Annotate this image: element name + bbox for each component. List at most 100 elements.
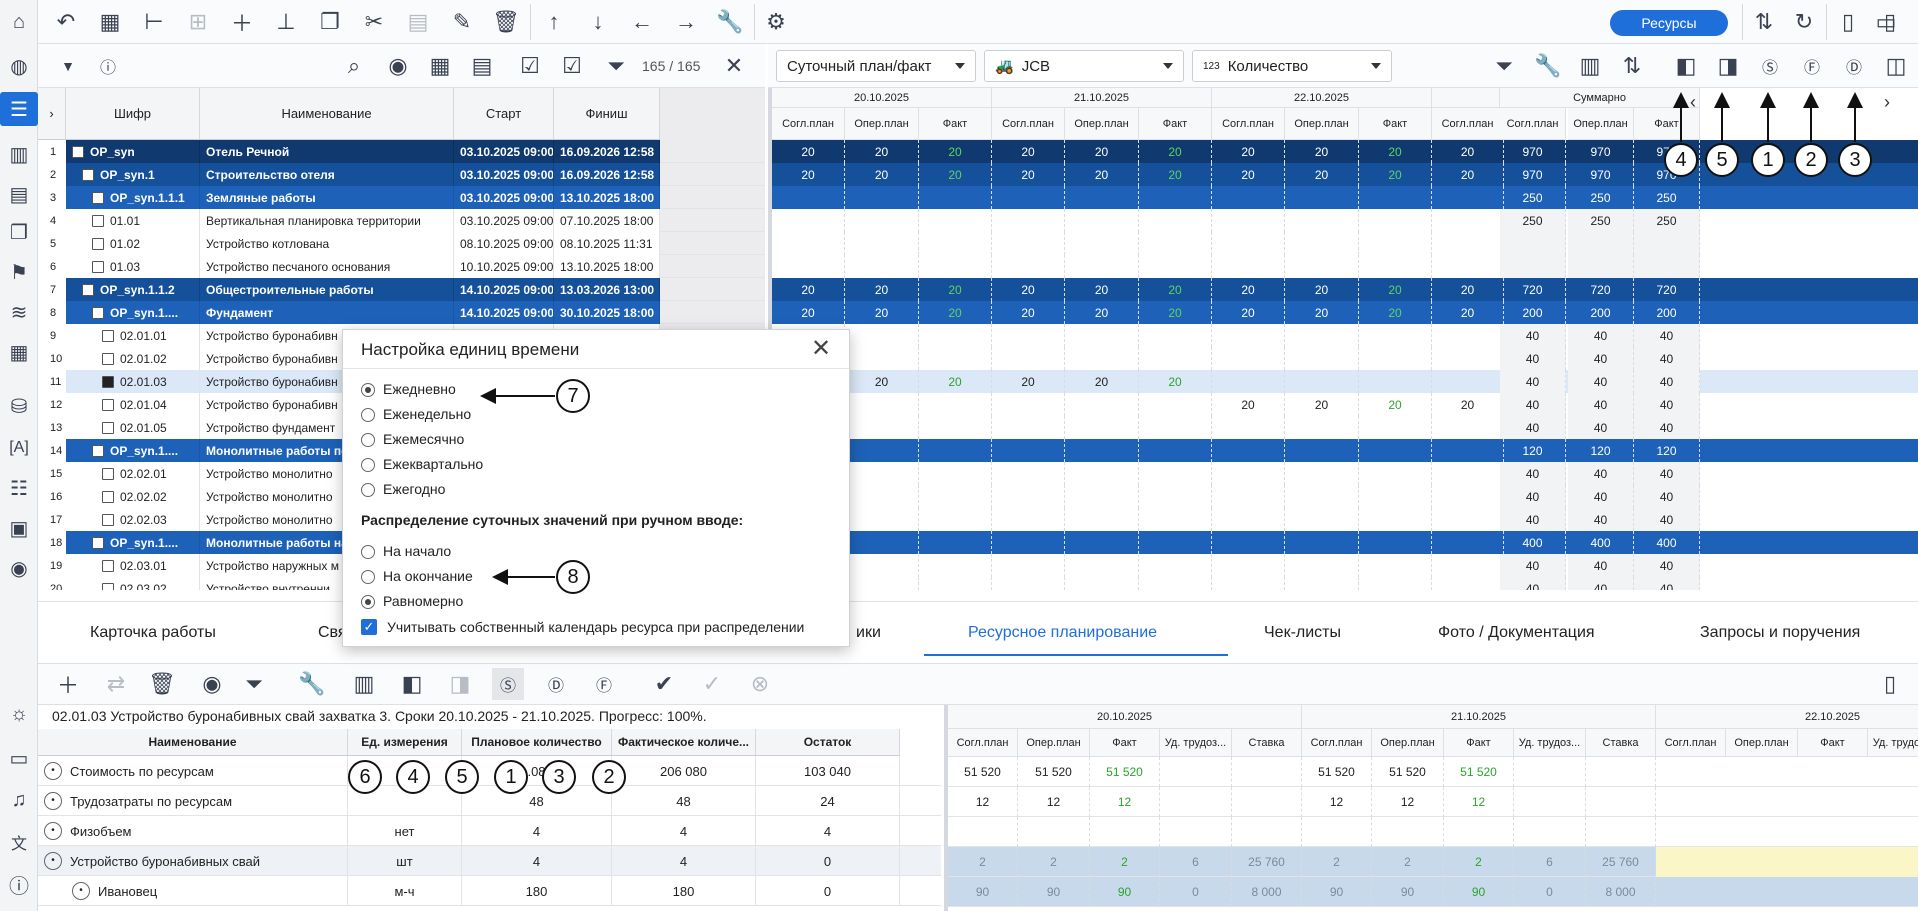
resources-button[interactable]: Ресурсы [1610, 10, 1728, 36]
database-icon[interactable]: ⛁ [10, 395, 28, 418]
task-row[interactable]: 7 OP_syn.1.1.2 Общестроительные работы 14.1… [38, 278, 765, 301]
day-cell[interactable]: 20 [845, 301, 919, 324]
bottom-day-cell[interactable]: 51 520 [1090, 757, 1160, 787]
bottom-day-cell[interactable]: 25 760 [1232, 847, 1302, 877]
day-cell[interactable]: 20 [845, 278, 919, 301]
sun-icon[interactable]: ☼ [9, 702, 29, 725]
bottom-day-cell[interactable] [1160, 817, 1232, 847]
day-cell[interactable] [1432, 577, 1504, 590]
row-checkbox[interactable] [92, 444, 104, 457]
day-cell[interactable] [919, 209, 992, 232]
day-cell[interactable] [1432, 462, 1504, 485]
measure-select[interactable]: 123 Количество [1192, 50, 1392, 82]
day-cell[interactable]: 20 [919, 140, 992, 163]
day-cell[interactable] [845, 485, 919, 508]
bottom-day-cell[interactable]: 12 [1090, 787, 1160, 817]
col-start[interactable]: Старт [454, 88, 554, 140]
task-row[interactable]: 8 OP_syn.1.... Фундамент 14.10.2025 09:00 30… [38, 301, 765, 324]
day-cell[interactable] [919, 531, 992, 554]
day-cell[interactable] [992, 324, 1065, 347]
day-cell[interactable] [1359, 324, 1432, 347]
day-cell[interactable] [992, 416, 1065, 439]
gantt-icon[interactable]: ☰ [0, 92, 38, 126]
bottom-panel-icon[interactable] [1914, 6, 1918, 38]
calendar-columns-icon[interactable]: ▥ [1579, 53, 1601, 78]
day-cell[interactable] [1432, 439, 1504, 462]
row-checkbox[interactable] [102, 421, 114, 434]
radio-yearly[interactable] [361, 483, 375, 497]
day-cell[interactable]: 20 [1212, 140, 1285, 163]
day-cell[interactable] [919, 485, 992, 508]
day-cell[interactable] [1065, 485, 1139, 508]
day-cell[interactable] [1285, 554, 1359, 577]
wrench-icon[interactable]: 🔧 [716, 9, 744, 34]
day-cell[interactable] [1432, 485, 1504, 508]
bottom-day-cell[interactable]: 0 [1514, 877, 1586, 907]
resource-calendar-back-icon[interactable]: ◧ [401, 671, 423, 696]
comment-icon[interactable]: ▭ [9, 747, 29, 770]
day-cell[interactable] [1139, 531, 1212, 554]
day-cell[interactable] [1139, 255, 1212, 278]
day-cell[interactable] [992, 347, 1065, 370]
bottom-day-cell[interactable]: 90 [1444, 877, 1514, 907]
clear-filter-icon[interactable]: ✕ [724, 53, 744, 78]
grid-icon[interactable]: ▦ [9, 341, 29, 364]
delete-icon[interactable]: 🗑 [492, 9, 520, 34]
right-panel-icon[interactable]: ▯ [1883, 9, 1897, 34]
day-cell[interactable] [1212, 485, 1285, 508]
day-cell[interactable] [772, 255, 845, 278]
tab-requests[interactable]: Запросы и поручения [1700, 624, 1861, 641]
day-cell[interactable]: 20 [992, 163, 1065, 186]
day-cell[interactable] [845, 347, 919, 370]
day-cell[interactable] [992, 554, 1065, 577]
day-cell[interactable] [992, 255, 1065, 278]
task-row[interactable]: 4 01.01 Вертикальная планировка территории… [38, 209, 765, 232]
translate-icon[interactable]: 文 [10, 836, 27, 853]
confirm-icon[interactable]: ✓ [702, 671, 722, 696]
bottom-day-cell[interactable]: 12 [1018, 787, 1090, 817]
day-cell[interactable] [1285, 439, 1359, 462]
bottom-day-cell[interactable] [1514, 817, 1586, 847]
day-cell[interactable]: 20 [1212, 301, 1285, 324]
bottom-day-cell[interactable]: 2 [1090, 847, 1160, 877]
brush-icon[interactable]: ✎ [452, 9, 472, 34]
day-cell[interactable] [772, 232, 845, 255]
bcol-plan[interactable]: Плановое количество [462, 729, 612, 756]
day-cell[interactable]: 20 [845, 163, 919, 186]
day-cell[interactable] [992, 439, 1065, 462]
day-cell[interactable]: 20 [772, 163, 845, 186]
day-cell[interactable] [1065, 577, 1139, 590]
calendar-finish-icon[interactable]: Ⓕ [1803, 60, 1820, 77]
bottom-day-cell[interactable]: 51 520 [1444, 757, 1514, 787]
bottom-day-cell[interactable]: 12 [948, 787, 1018, 817]
day-cell[interactable] [919, 577, 992, 590]
calculator-icon[interactable]: ▦ [99, 9, 121, 34]
cut-icon[interactable]: ✂ [364, 9, 384, 34]
day-cell[interactable]: 20 [1139, 370, 1212, 393]
day-cell[interactable]: 20 [1285, 301, 1359, 324]
day-cell[interactable]: 20 [1359, 163, 1432, 186]
day-cell[interactable] [1139, 324, 1212, 347]
day-cell[interactable] [845, 324, 919, 347]
day-cell[interactable] [1432, 186, 1504, 209]
bottom-day-cell[interactable]: 2 [948, 847, 1018, 877]
bottom-day-cell[interactable]: 12 [1302, 787, 1372, 817]
day-cell[interactable]: 20 [1212, 278, 1285, 301]
day-cell[interactable] [992, 577, 1065, 590]
day-cell[interactable]: 20 [1139, 278, 1212, 301]
day-cell[interactable] [919, 186, 992, 209]
calendar-date-icon[interactable]: Ⓓ [1845, 60, 1862, 77]
day-cell[interactable]: 20 [1359, 278, 1432, 301]
mode-select[interactable]: Суточный план/факт [776, 50, 976, 82]
day-cell[interactable] [992, 462, 1065, 485]
day-cell[interactable] [919, 462, 992, 485]
day-cell[interactable] [992, 531, 1065, 554]
day-cell[interactable]: 20 [1285, 140, 1359, 163]
day-cell[interactable] [1285, 508, 1359, 531]
prev-period-icon[interactable]: ‹ [1690, 92, 1696, 112]
day-cell[interactable] [1139, 508, 1212, 531]
day-cell[interactable] [1285, 485, 1359, 508]
row-checkbox[interactable] [82, 283, 94, 296]
day-cell[interactable]: 20 [1065, 140, 1139, 163]
row-checkbox[interactable] [92, 260, 104, 273]
